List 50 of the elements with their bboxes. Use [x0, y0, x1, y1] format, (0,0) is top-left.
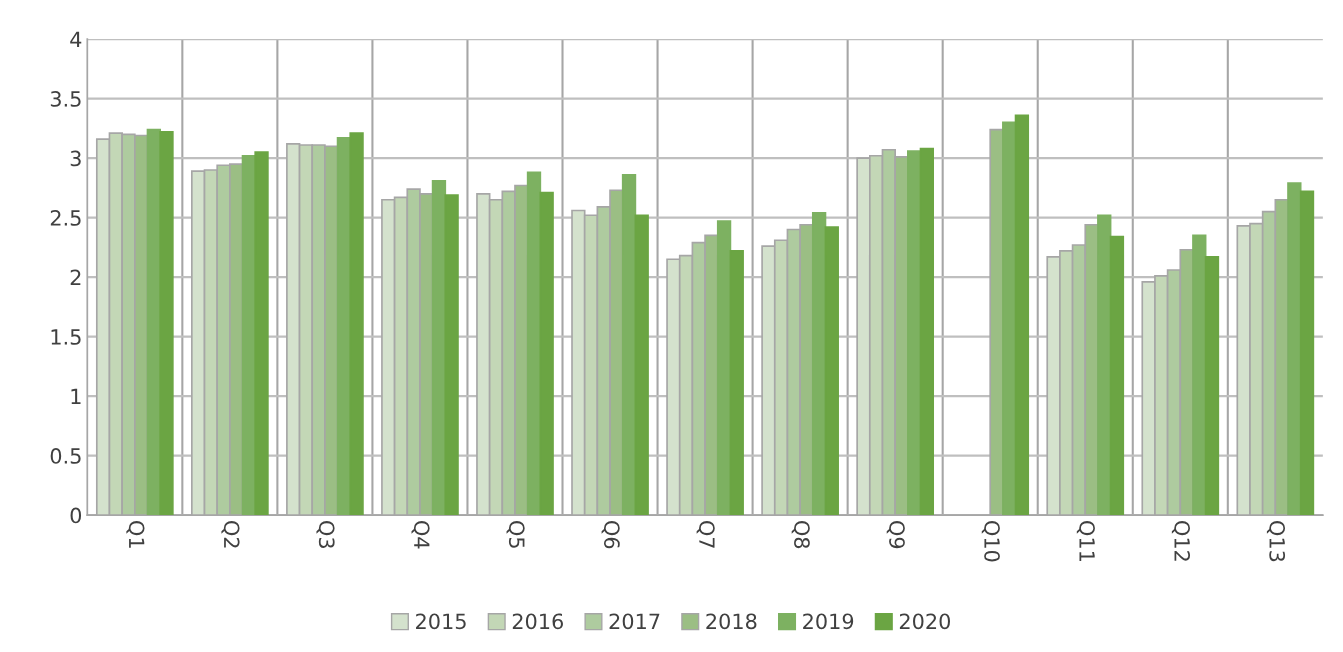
bar	[1299, 190, 1315, 516]
legend-label: 2015	[416, 613, 466, 630]
x-tick-label: Q8	[791, 521, 810, 549]
x-tick-label: Q6	[601, 521, 620, 549]
bar	[539, 191, 554, 516]
y-tick-label: 1.5	[51, 329, 81, 345]
x-tick-label: Q4	[411, 521, 430, 549]
bar	[729, 250, 744, 516]
bar	[906, 150, 922, 516]
y-tick-label: 0.5	[50, 448, 81, 464]
bar	[1014, 114, 1030, 516]
bar	[716, 220, 732, 516]
x-tick-label: Q7	[696, 521, 715, 548]
bar	[824, 226, 839, 516]
bar	[254, 151, 269, 516]
legend-label: 2017	[609, 613, 660, 630]
bar	[1002, 121, 1017, 516]
bar	[349, 132, 364, 516]
y-tick-label: 1	[71, 388, 81, 405]
x-tick-label: Q5	[506, 521, 525, 548]
y-tick-label: 2.5	[50, 210, 81, 226]
y-tick-label: 3.5	[50, 91, 81, 107]
bar	[919, 147, 935, 516]
x-tick-label: Q3	[316, 521, 335, 548]
legend-label: 2018	[706, 613, 757, 630]
bar	[634, 214, 649, 516]
y-tick-label: 2	[70, 269, 81, 286]
x-tick-label: Q11	[1076, 521, 1095, 561]
x-tick-label: Q10	[981, 521, 1000, 562]
y-tick-label: 4	[70, 31, 82, 48]
legend-label: 2020	[899, 613, 951, 630]
y-tick-label: 3	[70, 150, 81, 167]
x-tick-label: Q1	[126, 521, 145, 548]
legend-label: 2019	[803, 613, 854, 630]
bar	[444, 194, 459, 516]
x-tick-label: Q9	[886, 521, 905, 549]
bar	[1192, 234, 1207, 516]
bar	[1204, 256, 1220, 516]
x-tick-label: Q2	[221, 521, 240, 548]
bar	[811, 212, 827, 516]
bar	[1097, 214, 1112, 516]
x-tick-label: Q13	[1266, 521, 1286, 562]
y-tick-label: 0	[70, 507, 82, 524]
bar	[159, 131, 174, 516]
bar	[621, 173, 637, 516]
x-tick-label: Q12	[1171, 521, 1190, 561]
legend-label: 2016	[512, 613, 563, 630]
bar	[1287, 182, 1302, 516]
bar	[1109, 235, 1125, 516]
bar	[526, 171, 542, 516]
